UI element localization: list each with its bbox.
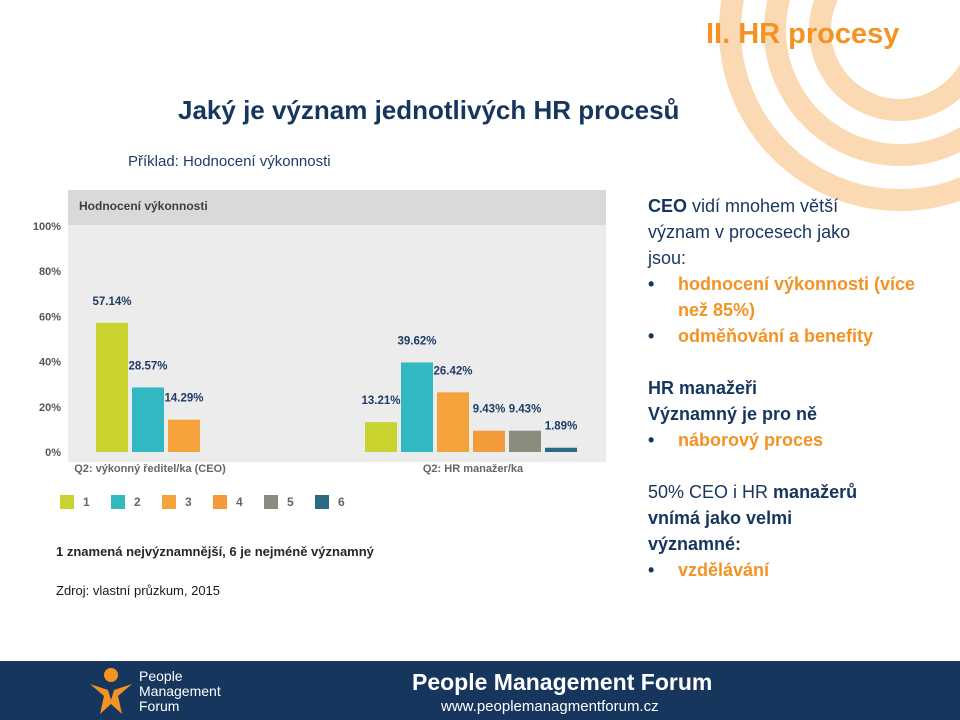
footer-brand-name: People Management Forum [412, 669, 713, 695]
legend-swatch [60, 495, 74, 509]
legend-item: 2 [111, 495, 162, 509]
both-line2: vnímá jako velmi [648, 508, 793, 528]
section-title: II. HR procesy [706, 18, 900, 50]
y-tick-label: 80% [39, 266, 61, 278]
logo-line: Forum [139, 698, 180, 714]
bar-chart: Hodnocení výkonnosti 0% 20% 40% 60% 80% 100% 57… [33, 190, 606, 475]
page-title: Jaký je význam jednotlivých HR procesů [178, 95, 680, 125]
bar-value-label: 57.14% [92, 296, 131, 308]
footer-url[interactable]: www.peoplemanagmentforum.cz [441, 698, 659, 715]
bar-value-label: 9.43% [509, 404, 542, 416]
both-line3: významné: [648, 534, 742, 554]
chart-legend: 1 2 3 4 5 6 [60, 495, 366, 509]
ceo-bullet: hodnocení výkonnosti (více než 85%) [648, 271, 948, 323]
chart-title-bar [68, 190, 606, 225]
people-logo-icon [90, 668, 132, 714]
page-subtitle: Příklad: Hodnocení výkonnosti [128, 153, 331, 170]
y-tick-label: 100% [33, 221, 61, 233]
bar [437, 392, 469, 452]
both-line1-a: 50% CEO i HR [648, 482, 769, 502]
y-tick-label: 60% [39, 311, 61, 323]
both-finding: 50% CEO i HR manažerů vnímá jako velmi v… [648, 479, 948, 583]
ceo-finding: CEO vidí mnohem větší význam v procesech… [648, 193, 948, 349]
bar [473, 430, 505, 452]
ceo-line2: význam v procesech jako [648, 222, 851, 242]
bar-value-label: 9.43% [473, 404, 506, 416]
logo-line: People [139, 668, 183, 684]
bar [96, 322, 128, 452]
legend-swatch [111, 495, 125, 509]
source-note: Zdroj: vlastní průzkum, 2015 [56, 583, 221, 598]
bar-value-label: 28.57% [128, 360, 167, 372]
chart-title: Hodnocení výkonnosti [79, 199, 208, 213]
bar [401, 362, 433, 452]
findings-panel: CEO vidí mnohem větší význam v procesech… [648, 193, 948, 583]
bar [365, 422, 397, 452]
legend-swatch [162, 495, 176, 509]
legend-swatch [264, 495, 278, 509]
ceo-bullet: odměňování a benefity [648, 323, 948, 349]
bar [545, 447, 577, 452]
scale-note: 1 znamená nejvýznamnější, 6 je nejméně v… [56, 544, 374, 559]
legend-label: 5 [287, 495, 294, 509]
logo-text: People Management Forum [139, 669, 221, 714]
legend-swatch [213, 495, 227, 509]
logo-line: Management [139, 683, 221, 699]
bar-value-label: 1.89% [545, 421, 578, 433]
legend-label: 2 [134, 495, 141, 509]
x-group-label: Q2: výkonný ředitel/ka (CEO) [74, 463, 226, 475]
bar [132, 387, 164, 452]
both-line1-b: manažerů [768, 482, 858, 502]
ceo-label: CEO [648, 196, 688, 216]
legend-item: 1 [60, 495, 111, 509]
ceo-line1-rest: vidí mnohem větší [687, 196, 839, 216]
legend-item: 6 [315, 495, 366, 509]
bar [168, 419, 200, 452]
bar-value-label: 14.29% [164, 393, 203, 405]
footer: People Management Forum People Managemen… [0, 661, 960, 720]
bar [509, 430, 541, 452]
legend-item: 3 [162, 495, 213, 509]
hr-line1: HR manažeři [648, 378, 758, 398]
legend-label: 4 [236, 495, 243, 509]
legend-label: 3 [185, 495, 192, 509]
hr-line2: Významný je pro ně [648, 404, 818, 424]
x-group-label: Q2: HR manažer/ka [423, 463, 524, 475]
bar-value-label: 13.21% [361, 395, 400, 407]
y-tick-label: 40% [39, 357, 61, 369]
hr-finding: HR manažeři Významný je pro ně náborový … [648, 375, 948, 453]
chart-panel: Hodnocení výkonnosti 0% 20% 40% 60% 80% 100% 57… [30, 182, 620, 482]
legend-label: 1 [83, 495, 90, 509]
legend-item: 5 [264, 495, 315, 509]
bar-value-label: 26.42% [433, 365, 472, 377]
both-bullet: vzdělávání [648, 557, 948, 583]
y-tick-label: 20% [39, 402, 61, 414]
bar-value-label: 39.62% [397, 335, 436, 347]
y-tick-label: 0% [45, 447, 61, 459]
hr-bullet: náborový proces [648, 427, 948, 453]
legend-label: 6 [338, 495, 345, 509]
legend-item: 4 [213, 495, 264, 509]
legend-swatch [315, 495, 329, 509]
ceo-line3: jsou: [648, 248, 687, 268]
